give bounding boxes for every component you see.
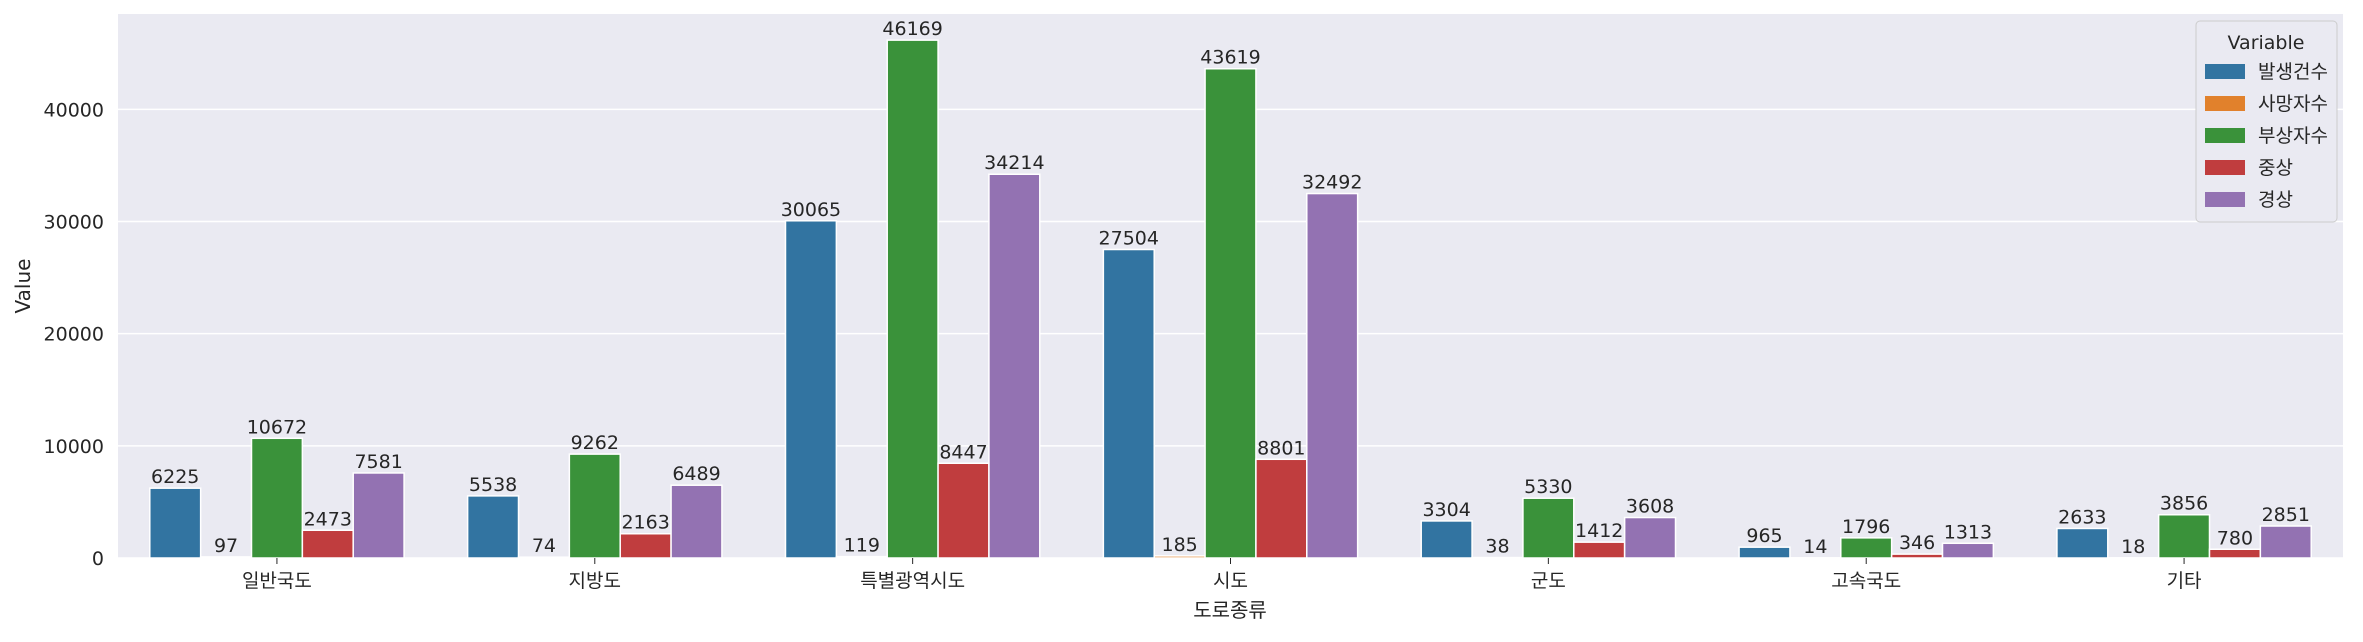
data-label: 10672: [247, 416, 307, 438]
legend-label: 부상자수: [2258, 125, 2328, 147]
data-label: 3856: [2160, 493, 2208, 515]
data-label: 8447: [939, 441, 987, 463]
data-label: 1412: [1575, 520, 1623, 542]
data-label: 780: [2217, 527, 2253, 549]
bar-1-4: [671, 485, 722, 558]
data-label: 1313: [1944, 521, 1992, 543]
legend-swatch: [2205, 160, 2245, 175]
y-axis-label: Value: [11, 259, 35, 314]
bar-4-4: [1625, 518, 1676, 558]
data-label: 1796: [1842, 516, 1890, 538]
data-label: 6225: [151, 466, 199, 488]
data-label: 5330: [1524, 476, 1572, 498]
bar-5-4: [1943, 543, 1994, 558]
x-axis-label: 도로종류: [1193, 598, 1267, 622]
bar-2-0: [786, 221, 837, 558]
bar-4-0: [1421, 521, 1472, 558]
data-label: 7581: [354, 451, 402, 473]
bar-3-4: [1307, 194, 1358, 558]
bar-3-2: [1205, 69, 1256, 558]
legend-swatch: [2205, 128, 2245, 143]
data-label: 74: [532, 535, 556, 557]
legend-label: 사망자수: [2258, 93, 2328, 115]
x-tick-label: 지방도: [569, 570, 621, 592]
data-label: 2163: [621, 512, 669, 534]
legend-swatch: [2205, 96, 2245, 111]
bar-2-1: [836, 557, 887, 558]
bar-1-3: [620, 534, 671, 558]
bar-0-4: [353, 473, 404, 558]
data-label: 2851: [2262, 504, 2310, 526]
bar-6-2: [2159, 515, 2210, 558]
data-label: 18: [2121, 536, 2145, 558]
bar-2-3: [938, 463, 989, 558]
bar-6-0: [2057, 528, 2108, 558]
x-tick-label: 일반국도: [242, 570, 312, 592]
data-label: 3608: [1626, 496, 1674, 518]
bar-5-0: [1739, 547, 1790, 558]
legend-swatch: [2205, 192, 2245, 207]
data-label: 9262: [571, 432, 619, 454]
y-tick-label: 20000: [44, 324, 104, 346]
bar-2-2: [887, 40, 938, 558]
bar-4-2: [1523, 498, 1574, 558]
bar-6-4: [2260, 526, 2311, 558]
bar-3-0: [1103, 250, 1154, 558]
data-label: 6489: [672, 463, 720, 485]
data-label: 2633: [2058, 506, 2106, 528]
legend-label: 발생건수: [2258, 61, 2328, 83]
x-axis-ticks: 일반국도 지방도 특별광역시도 시도 군도 고속국도 기타: [242, 558, 2202, 592]
x-tick-label: 시도: [1213, 570, 1248, 592]
bar-0-1: [201, 557, 252, 558]
bar-5-2: [1841, 538, 1892, 558]
legend-label: 중상: [2258, 157, 2293, 179]
data-label: 27504: [1099, 228, 1159, 250]
data-label: 5538: [469, 474, 517, 496]
y-tick-label: 10000: [44, 436, 104, 458]
data-label: 2473: [304, 508, 352, 530]
data-label: 34214: [984, 152, 1044, 174]
y-tick-label: 40000: [44, 99, 104, 121]
data-label: 965: [1746, 525, 1782, 547]
bar-3-1: [1154, 556, 1205, 558]
data-label: 185: [1162, 534, 1198, 556]
bar-6-3: [2210, 549, 2261, 558]
x-tick-label: 기타: [2167, 570, 2202, 592]
data-label: 14: [1803, 536, 1827, 558]
y-tick-label: 30000: [44, 212, 104, 234]
legend-label: 경상: [2258, 189, 2293, 211]
data-label: 30065: [781, 199, 841, 221]
data-label: 119: [844, 535, 880, 557]
bar-1-0: [468, 496, 519, 558]
bar-0-3: [302, 530, 353, 558]
data-label: 32492: [1302, 172, 1362, 194]
data-label: 43619: [1200, 47, 1260, 69]
bar-1-2: [569, 454, 620, 558]
legend-swatch: [2205, 64, 2245, 79]
data-label: 97: [214, 535, 238, 557]
y-axis-ticks: 0 10000 20000 30000 40000: [44, 99, 104, 570]
data-label: 346: [1899, 532, 1935, 554]
x-tick-label: 고속국도: [1831, 570, 1901, 592]
bar-0-2: [252, 438, 303, 558]
bar-2-4: [989, 174, 1040, 558]
x-tick-label: 특별광역시도: [860, 570, 965, 592]
legend-title: Variable: [2228, 32, 2305, 54]
x-tick-label: 군도: [1531, 570, 1566, 592]
bar-4-3: [1574, 542, 1625, 558]
bar-3-3: [1256, 459, 1307, 558]
bar-0-0: [150, 488, 201, 558]
bar-1-1: [519, 557, 570, 558]
data-label: 38: [1485, 536, 1509, 558]
data-label: 3304: [1422, 499, 1470, 521]
data-label: 46169: [882, 18, 942, 40]
y-tick-label: 0: [92, 548, 104, 570]
data-label: 8801: [1257, 437, 1305, 459]
bar-5-3: [1892, 554, 1943, 558]
